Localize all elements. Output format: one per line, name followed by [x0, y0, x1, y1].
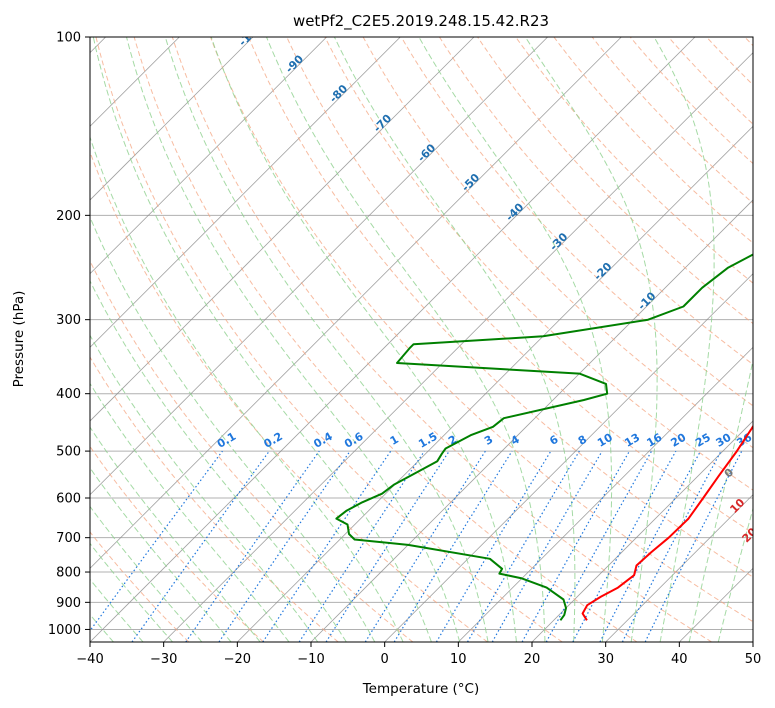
dry-adiabat-line	[248, 37, 753, 578]
chart-title: wetPf2_C2E5.2019.248.15.42.R23	[293, 12, 549, 31]
moist-adiabat-line	[90, 426, 261, 642]
isotherm-line	[531, 420, 753, 642]
y-tick-label: 800	[56, 566, 81, 581]
y-tick-label: 500	[56, 445, 81, 460]
dry-adiabat-line	[324, 37, 753, 491]
isotherm-line	[237, 125, 753, 642]
y-tick-label: 700	[56, 531, 81, 546]
y-tick-label: 900	[56, 596, 81, 611]
moist-adiabat-line	[90, 505, 203, 642]
mixing-ratio-line	[298, 450, 425, 642]
moist-adiabat-line	[418, 37, 613, 642]
x-tick-label: 10	[450, 652, 467, 667]
plot-background	[90, 37, 753, 642]
profile-series	[335, 253, 753, 621]
dry-adiabat-line	[629, 37, 753, 165]
dry-adiabat-line	[171, 37, 712, 642]
isotherm-line	[384, 273, 753, 642]
y-tick-label: 400	[56, 387, 81, 402]
dry-adiabat-line	[210, 37, 753, 623]
moist-adiabat-line	[524, 37, 658, 642]
moist-adiabat-line	[90, 382, 290, 642]
x-tick-label: −20	[224, 652, 251, 667]
moist-adiabat-line	[90, 578, 144, 642]
mixing-ratio-line	[572, 450, 677, 642]
isotherm-line	[90, 37, 548, 496]
moist-adiabat-line	[210, 37, 517, 642]
mixing-ratio-line	[491, 450, 603, 642]
moist-adiabat-line	[90, 334, 319, 642]
temperature-profile-line	[581, 424, 753, 621]
x-tick-label: −10	[297, 652, 324, 667]
isotherm-line	[90, 37, 254, 201]
mixing-ratio-line	[131, 450, 270, 642]
background-lines	[90, 37, 753, 642]
mixing-ratio-line	[262, 450, 392, 642]
moist-adiabat-line	[90, 467, 232, 642]
plot-frame	[89, 36, 754, 643]
x-tick-label: 50	[745, 652, 762, 667]
mixing-ratio-line	[621, 450, 722, 642]
mixing-ratio-line	[90, 450, 223, 632]
dry-adiabat-line	[90, 531, 190, 642]
dry-adiabat-line	[553, 37, 753, 244]
mixing-ratio-line	[466, 450, 580, 642]
moist-adiabat-line	[90, 215, 376, 642]
moist-adiabat-line	[333, 37, 576, 642]
axes: −40 −30 −20 −10 0 10 20 30 40 50 100 200 300 400 500 60…	[48, 31, 761, 668]
isotherm-line	[90, 37, 696, 642]
isotherm-line	[90, 37, 327, 275]
dry-adiabat-line	[362, 37, 753, 449]
y-tick-label: 300	[56, 313, 81, 328]
moist-adiabat-line	[653, 37, 715, 642]
moist-adiabat-line	[90, 542, 173, 642]
moist-adiabat-line	[164, 37, 489, 642]
y-axis-title: Pressure (hPa)	[11, 291, 27, 388]
y-tick-label: 200	[56, 209, 81, 224]
x-tick-label: −40	[76, 652, 103, 667]
mixing-ratio-line	[599, 450, 702, 642]
isotherm-line	[90, 37, 475, 422]
y-tick-label: 600	[56, 492, 81, 507]
isotherm-line	[458, 346, 753, 642]
dewpoint-profile-line	[335, 253, 753, 621]
isotherm-line	[163, 52, 753, 642]
moist-adiabat-line	[90, 135, 404, 642]
moist-adiabat-line	[688, 358, 753, 642]
dry-adiabat-line	[90, 259, 414, 642]
moist-adiabat-line	[126, 37, 461, 642]
dry-adiabat-line	[133, 37, 638, 642]
isotherm-line	[90, 37, 401, 348]
dry-adiabat-label: 30	[755, 551, 775, 571]
x-tick-label: −30	[150, 652, 177, 667]
x-axis-title: Temperature (°C)	[362, 681, 480, 697]
y-tick-label: 1000	[48, 623, 81, 638]
x-tick-label: 30	[597, 652, 614, 667]
dry-adiabat-line	[438, 37, 753, 366]
dry-adiabat-label: -100	[236, 20, 265, 49]
moist-adiabat-line	[92, 37, 432, 642]
isotherm-line	[605, 494, 753, 642]
dry-adiabat-line	[400, 37, 753, 407]
y-tick-label: 100	[56, 31, 81, 46]
x-tick-label: 40	[671, 652, 688, 667]
x-tick-label: 20	[524, 652, 541, 667]
mixing-ratio-line	[325, 450, 450, 642]
mixing-ratio-line	[545, 450, 653, 642]
mixing-ratio-line	[521, 450, 631, 642]
moist-adiabat-line	[266, 37, 546, 642]
dry-adiabat-line	[90, 356, 339, 642]
x-tick-label: 0	[381, 652, 389, 667]
isotherm-line	[752, 641, 753, 642]
mixing-ratio-line	[644, 450, 743, 642]
mixing-ratio-line	[364, 450, 486, 642]
